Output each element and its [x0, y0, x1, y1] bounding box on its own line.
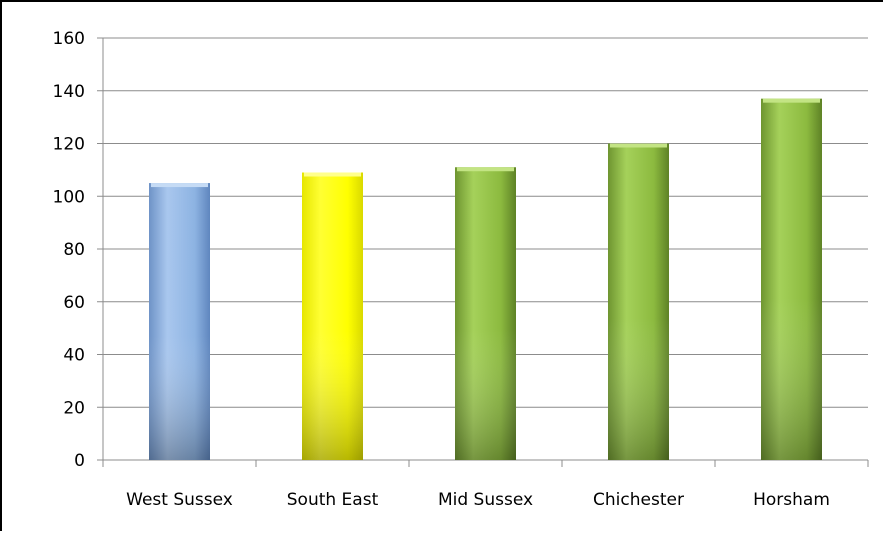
x-tick-labels: West Sussex South East Mid Sussex Chicheste…: [126, 490, 830, 510]
bar: [761, 98, 822, 460]
x-tick-label: South East: [287, 490, 379, 510]
x-tick-label: Chichester: [593, 490, 684, 510]
bar-highlight: [763, 98, 820, 103]
y-tick-label: 140: [53, 82, 85, 102]
y-tick-labels: 0 20 40 60 80 100 120 140 160: [53, 29, 85, 471]
bars: [149, 98, 822, 461]
x-tick-label: Mid Sussex: [438, 490, 533, 510]
bar-highlight: [151, 183, 208, 188]
y-tick-label: 80: [63, 240, 85, 260]
y-tick-label: 60: [63, 293, 85, 313]
bar-highlight: [610, 143, 667, 148]
y-tick-label: 100: [53, 187, 85, 207]
bar-highlight: [304, 172, 361, 177]
y-tick-label: 40: [63, 346, 85, 366]
y-tick-label: 0: [74, 451, 85, 471]
bar-shade: [149, 335, 210, 460]
bar: [608, 143, 669, 460]
bar-highlight: [457, 167, 514, 172]
y-tick-label: 20: [63, 398, 85, 418]
x-tick-label: Horsham: [753, 490, 830, 510]
bar-shade: [608, 317, 669, 460]
bar: [149, 183, 210, 460]
y-tick-label: 120: [53, 135, 85, 155]
bar-shade: [761, 297, 822, 460]
bar-shade: [302, 330, 363, 460]
bar: [302, 172, 363, 460]
y-tick-label: 160: [53, 29, 85, 49]
axes: [97, 37, 869, 467]
bar-shade: [455, 328, 516, 460]
x-tick-label: West Sussex: [126, 490, 233, 510]
bar: [455, 167, 516, 461]
